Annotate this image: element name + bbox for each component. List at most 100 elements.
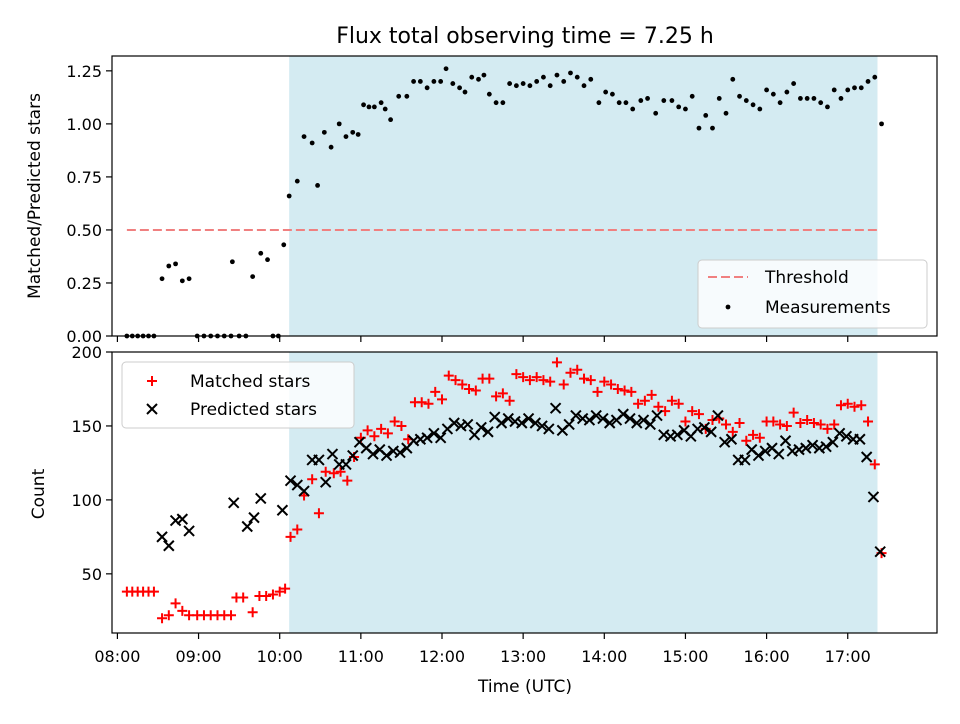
matched-star-point bbox=[633, 398, 644, 409]
measurement-point bbox=[250, 274, 256, 280]
matched-star-point bbox=[518, 372, 529, 383]
measurement-point bbox=[159, 276, 165, 282]
legend-matched-swatch bbox=[147, 376, 157, 386]
series-predicted-stars bbox=[156, 402, 886, 558]
matched-star-point bbox=[382, 428, 393, 439]
measurement-point bbox=[825, 104, 830, 110]
matched-star-point bbox=[437, 394, 447, 405]
predicted-star-point bbox=[522, 412, 535, 425]
matched-star-point bbox=[531, 372, 542, 383]
matched-star-point bbox=[781, 420, 792, 431]
matched-star-point bbox=[511, 369, 522, 380]
predicted-star-point bbox=[712, 409, 724, 422]
measurement-point bbox=[173, 261, 178, 267]
matched-star-point bbox=[802, 415, 813, 426]
predicted-star-point bbox=[725, 433, 738, 445]
legend-box bbox=[697, 259, 928, 329]
matched-star-point bbox=[734, 417, 745, 428]
top-legend: Threshold Measurements bbox=[697, 259, 928, 329]
legend-box bbox=[121, 361, 355, 429]
x-tick-label: 09:00 bbox=[176, 647, 222, 666]
chart-title: Flux total observing time = 7.25 h bbox=[336, 24, 714, 49]
bottom-y-axis-label: Count bbox=[29, 468, 49, 519]
predicted-star-point bbox=[590, 409, 602, 422]
top-y-axis-label: Matched/Predicted stars bbox=[25, 93, 45, 299]
measurement-point bbox=[710, 125, 715, 131]
matched-star-point bbox=[693, 409, 704, 420]
predicted-star-point bbox=[820, 440, 832, 453]
measurement-point bbox=[527, 83, 533, 89]
measurement-point bbox=[879, 121, 884, 127]
predicted-star-point bbox=[380, 449, 393, 462]
series-measurements bbox=[124, 66, 884, 339]
legend-predicted-label: Predicted stars bbox=[190, 400, 317, 420]
matched-star-point bbox=[829, 419, 840, 430]
y-tick-label: 0.25 bbox=[66, 274, 102, 293]
matched-star-point bbox=[653, 401, 664, 412]
measurement-point bbox=[294, 178, 300, 184]
matched-star-point bbox=[238, 592, 249, 603]
predicted-star-point bbox=[867, 491, 880, 503]
legend-predicted-swatch bbox=[146, 403, 158, 415]
predicted-star-point bbox=[482, 426, 494, 438]
measurement-point bbox=[457, 85, 462, 91]
matched-star-point bbox=[497, 388, 508, 399]
matched-star-point bbox=[484, 373, 495, 384]
measurement-point bbox=[424, 85, 430, 91]
predicted-star-point bbox=[624, 412, 636, 425]
measurement-point bbox=[186, 276, 192, 282]
measurement-point bbox=[616, 100, 622, 106]
matched-star-point bbox=[741, 435, 752, 446]
matched-star-point bbox=[579, 373, 590, 384]
predicted-star-point bbox=[536, 420, 548, 432]
y-tick-label: 1.25 bbox=[66, 62, 102, 81]
matched-star-point bbox=[320, 466, 331, 477]
measurement-point bbox=[798, 96, 803, 101]
predicted-star-point bbox=[563, 418, 575, 431]
measurement-point bbox=[568, 70, 573, 76]
measurement-point bbox=[696, 125, 702, 131]
measurement-point bbox=[581, 83, 587, 89]
predicted-star-point bbox=[800, 442, 812, 454]
matched-star-point bbox=[545, 376, 556, 387]
matched-star-point bbox=[599, 376, 610, 387]
matched-star-point bbox=[464, 383, 475, 394]
measurement-point bbox=[507, 81, 513, 86]
matched-star-point bbox=[721, 419, 732, 430]
measurement-point bbox=[689, 93, 695, 99]
predicted-star-point bbox=[428, 427, 440, 440]
matched-star-point bbox=[619, 385, 630, 396]
measurement-point bbox=[764, 87, 769, 93]
measurement-point bbox=[321, 129, 327, 135]
measurement-point bbox=[481, 72, 487, 78]
x-tick-label: 08:00 bbox=[94, 647, 140, 666]
measurement-point bbox=[371, 104, 377, 110]
predicted-star-point bbox=[597, 412, 609, 425]
legend-matched-label: Matched stars bbox=[190, 372, 310, 392]
matched-star-point bbox=[274, 586, 285, 597]
x-tick-label: 11:00 bbox=[338, 647, 384, 666]
matched-star-point bbox=[808, 417, 819, 428]
predicted-star-point bbox=[276, 504, 289, 516]
predicted-star-point bbox=[718, 436, 731, 448]
measurement-point bbox=[610, 91, 615, 97]
matched-star-point bbox=[592, 386, 603, 397]
measurement-point bbox=[703, 112, 709, 118]
measurement-point bbox=[811, 96, 817, 101]
measurement-point bbox=[838, 96, 844, 101]
predicted-star-point bbox=[183, 525, 195, 537]
predicted-star-point bbox=[637, 414, 650, 426]
matched-star-point bbox=[863, 416, 874, 427]
measurement-point bbox=[743, 98, 749, 103]
matched-star-point bbox=[815, 419, 826, 430]
matched-star-point bbox=[450, 375, 461, 386]
matched-star-point bbox=[551, 357, 562, 368]
predicted-star-point bbox=[874, 545, 886, 558]
matched-star-point bbox=[666, 395, 677, 406]
bottom-axes-frame bbox=[111, 351, 938, 634]
measurement-point bbox=[388, 117, 394, 123]
measurement-point bbox=[258, 250, 264, 256]
predicted-star-point bbox=[705, 426, 717, 438]
predicted-star-point bbox=[698, 421, 711, 434]
